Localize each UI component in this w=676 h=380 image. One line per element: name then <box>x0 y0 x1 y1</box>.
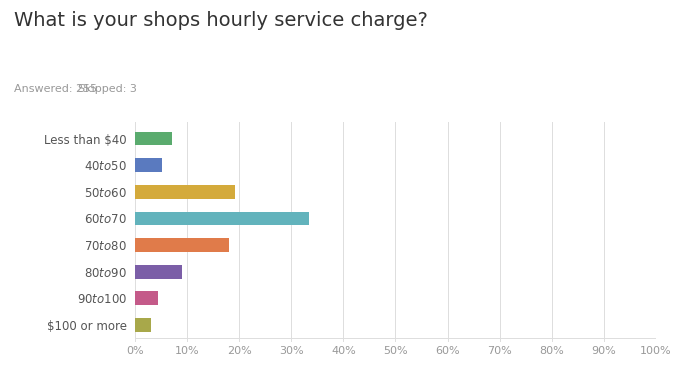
Bar <box>135 212 308 225</box>
Bar <box>135 158 162 172</box>
Bar <box>135 131 172 146</box>
Bar <box>135 265 182 279</box>
Text: Answered: 255: Answered: 255 <box>14 84 97 93</box>
Bar <box>135 318 151 332</box>
Bar <box>135 185 235 199</box>
Bar <box>135 238 229 252</box>
Text: Skipped: 3: Skipped: 3 <box>78 84 137 93</box>
Bar <box>135 291 158 306</box>
Text: What is your shops hourly service charge?: What is your shops hourly service charge… <box>14 11 427 30</box>
